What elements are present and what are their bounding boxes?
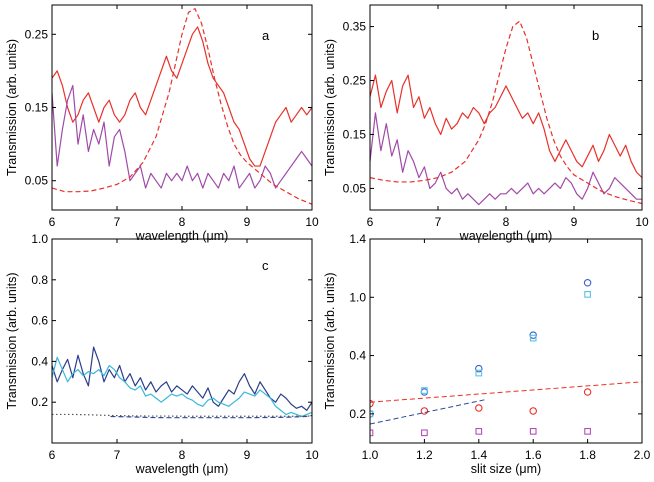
- y-tick-label-a-0: 0.05: [25, 174, 49, 188]
- x-tick-label-b-1: 7: [435, 215, 442, 229]
- plot-area: [52, 346, 312, 419]
- data-point-d-3-3: [529, 427, 537, 435]
- y-tick-label-c-0: 0.2: [31, 395, 48, 409]
- x-tick-label-d-0: 1.0: [362, 448, 379, 462]
- x-axis-label-b: wavelength (μm): [459, 229, 553, 243]
- panel-label-b: b: [592, 28, 599, 43]
- y-tick-label-d-0: 0.2: [349, 407, 366, 421]
- y-axis-label-a: Transmission (arb. units): [5, 39, 19, 176]
- x-tick-label-d-4: 1.8: [579, 448, 596, 462]
- x-tick-label-c-0: 6: [49, 448, 56, 462]
- fit-line-d-0: [370, 381, 642, 403]
- x-tick-label-c-1: 7: [114, 448, 121, 462]
- y-tick-label-d-1: 0.4: [349, 349, 366, 363]
- data-point-d-2-1: [420, 407, 429, 415]
- x-tick-label-c-3: 9: [244, 448, 251, 462]
- y-tick-label-a-2: 0.25: [25, 27, 49, 41]
- data-point-d-1-2: [475, 369, 483, 377]
- x-tick-label-c-2: 8: [179, 448, 186, 462]
- x-tick-label-a-1: 7: [114, 215, 121, 229]
- series-line-b-1: [370, 112, 642, 206]
- x-tick-label-c-4: 10: [305, 448, 319, 462]
- x-tick-label-a-0: 6: [49, 215, 56, 229]
- series-line-c-1: [52, 356, 312, 418]
- axes-frame-b: [369, 4, 643, 211]
- series-line-c-0: [52, 346, 312, 411]
- y-tick-label-c-1: 0.4: [31, 354, 48, 368]
- data-point-d-1-4: [584, 291, 591, 298]
- x-tick-label-d-5: 2.0: [634, 448, 651, 462]
- data-point-d-0-1: [420, 388, 429, 396]
- fit-line-d-1: [370, 398, 488, 425]
- y-tick-label-c-3: 0.8: [31, 273, 48, 287]
- y-tick-label-a-1: 0.15: [25, 101, 49, 115]
- plot-area: [370, 20, 642, 206]
- data-point-d-0-4: [583, 278, 592, 287]
- y-axis-label-b: Transmission (arb. units): [323, 39, 337, 176]
- y-tick-label-b-1: 0.15: [343, 127, 367, 141]
- y-axis-label-d: Transmission (arb. units): [323, 272, 337, 409]
- data-point-d-0-2: [475, 364, 483, 373]
- data-point-d-2-2: [475, 404, 483, 412]
- x-tick-label-d-3: 1.6: [525, 448, 542, 462]
- panel-label-c: c: [262, 258, 269, 273]
- y-tick-label-b-3: 0.35: [343, 20, 367, 34]
- chart-panel-c: 6 7 8 9 10 0.2 0.4 0.6 0.8 1.0 wavelength (μm) Tran…: [5, 232, 319, 476]
- data-point-d-2-0: [370, 399, 374, 408]
- y-tick-label-d-3: 1.4: [349, 232, 366, 246]
- series-line-a-0: [52, 26, 312, 167]
- series-line-a-2: [52, 8, 312, 205]
- plot-area: [52, 8, 312, 205]
- data-point-d-3-4: [584, 427, 591, 435]
- y-axis-label-c: Transmission (arb. units): [5, 272, 19, 409]
- x-axis-label-d: slit size (μm): [471, 462, 541, 476]
- x-axis-label-c: wavelength (μm): [135, 462, 229, 476]
- data-point-d-1-3: [529, 334, 537, 342]
- plot-area: [370, 278, 642, 437]
- x-tick-label-b-0: 6: [367, 215, 374, 229]
- x-tick-label-b-3: 9: [571, 215, 578, 229]
- x-tick-label-b-2: 8: [503, 215, 510, 229]
- series-line-b-2: [370, 20, 642, 205]
- y-tick-label-b-0: 0.05: [343, 181, 367, 195]
- series-line-c-3: [52, 413, 312, 417]
- y-tick-label-d-2: 1.0: [349, 290, 366, 304]
- y-tick-label-b-2: 0.25: [343, 74, 367, 88]
- axes-frame-d: [369, 238, 643, 444]
- x-tick-label-a-3: 9: [244, 215, 251, 229]
- x-tick-label-d-1: 1.2: [416, 448, 433, 462]
- data-point-d-2-4: [583, 388, 592, 396]
- series-line-c-2: [110, 414, 312, 419]
- data-point-d-2-3: [529, 407, 537, 415]
- data-point-d-1-1: [421, 387, 428, 394]
- chart-panel-b: 6 7 8 9 10 0.05 0.15 0.25 0.35 wavelength (μm) Tra…: [323, 4, 649, 243]
- y-tick-label-c-4: 1.0: [31, 232, 48, 246]
- x-tick-label-a-4: 10: [305, 215, 319, 229]
- axes-frame-c: [51, 238, 313, 444]
- data-point-d-3-1: [421, 429, 428, 437]
- x-tick-label-d-2: 1.4: [470, 448, 487, 462]
- x-tick-label-b-4: 10: [635, 215, 649, 229]
- series-line-a-1: [52, 84, 312, 189]
- x-tick-label-a-2: 8: [179, 215, 186, 229]
- y-tick-label-c-2: 0.6: [31, 314, 48, 328]
- data-point-d-3-2: [475, 427, 483, 435]
- series-line-b-0: [370, 74, 642, 179]
- panel-label-a: a: [262, 28, 270, 43]
